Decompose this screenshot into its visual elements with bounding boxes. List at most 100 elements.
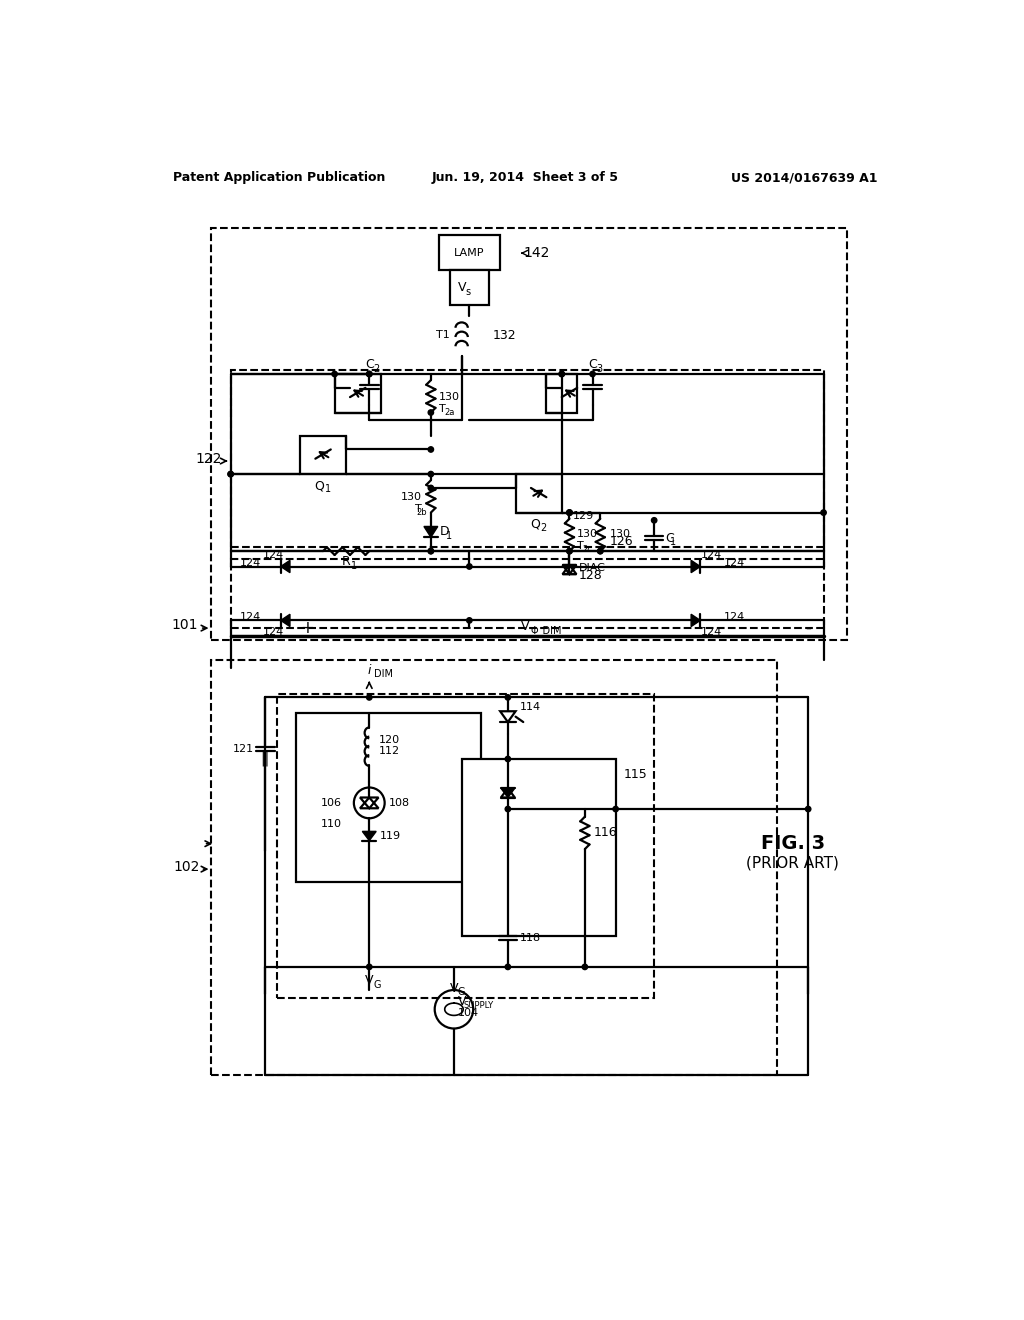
Text: 115: 115 — [624, 768, 647, 781]
Text: 130: 130 — [578, 529, 598, 539]
Text: 142: 142 — [523, 246, 550, 260]
Text: 130: 130 — [438, 392, 460, 403]
Polygon shape — [691, 614, 700, 627]
Circle shape — [583, 964, 588, 970]
Text: +: + — [301, 619, 314, 638]
Bar — [300, 436, 346, 474]
Bar — [230, 370, 823, 548]
Text: i: i — [368, 664, 371, 677]
Text: 124: 124 — [701, 550, 723, 560]
Text: 129: 129 — [573, 511, 595, 521]
Text: Q: Q — [314, 479, 325, 492]
Polygon shape — [281, 561, 290, 573]
Bar — [547, 374, 578, 412]
Text: 2: 2 — [373, 363, 379, 374]
Text: 128: 128 — [579, 569, 602, 582]
Text: 1: 1 — [351, 561, 357, 570]
Circle shape — [428, 409, 433, 416]
Bar — [296, 713, 481, 882]
Text: 124: 124 — [262, 627, 284, 638]
Circle shape — [505, 807, 511, 812]
Text: Jun. 19, 2014  Sheet 3 of 5: Jun. 19, 2014 Sheet 3 of 5 — [431, 172, 618, 185]
Circle shape — [505, 964, 511, 970]
Circle shape — [613, 807, 618, 812]
Circle shape — [598, 548, 603, 554]
Text: FIG. 3: FIG. 3 — [761, 834, 824, 853]
Text: T: T — [415, 504, 422, 513]
Text: 124: 124 — [724, 611, 744, 622]
Text: T: T — [578, 541, 584, 550]
Polygon shape — [691, 561, 700, 573]
Text: Φ_DIM: Φ_DIM — [530, 624, 562, 636]
Circle shape — [505, 694, 511, 700]
Bar — [211, 660, 777, 1074]
Text: 110: 110 — [322, 820, 342, 829]
Bar — [515, 474, 562, 512]
Text: 122: 122 — [195, 451, 221, 466]
Text: 124: 124 — [701, 627, 723, 638]
Text: 114: 114 — [519, 702, 541, 711]
Text: DIAC: DIAC — [579, 564, 605, 573]
Circle shape — [566, 510, 572, 515]
Text: 2a: 2a — [444, 408, 455, 417]
Text: 1: 1 — [325, 484, 331, 495]
Text: DIM: DIM — [374, 669, 393, 680]
Circle shape — [428, 446, 433, 453]
Text: 104: 104 — [458, 1008, 479, 1018]
Circle shape — [505, 756, 511, 762]
Text: T: T — [438, 404, 445, 413]
Text: Patent Application Publication: Patent Application Publication — [173, 172, 385, 185]
Circle shape — [566, 510, 572, 515]
Circle shape — [598, 548, 603, 554]
Bar — [438, 235, 500, 271]
Text: V: V — [365, 974, 374, 987]
Circle shape — [806, 807, 811, 812]
Text: T1: T1 — [436, 330, 451, 341]
Polygon shape — [362, 832, 376, 841]
Text: -: - — [805, 619, 811, 638]
Text: 1: 1 — [445, 531, 452, 541]
Text: s: s — [466, 286, 471, 297]
Text: 124: 124 — [724, 557, 744, 568]
Circle shape — [467, 618, 472, 623]
Text: G: G — [373, 979, 381, 990]
Text: R: R — [342, 556, 350, 569]
Circle shape — [228, 471, 233, 477]
Circle shape — [367, 371, 372, 376]
Text: 101: 101 — [172, 618, 199, 632]
Text: ||: || — [261, 752, 270, 766]
Text: G: G — [458, 987, 465, 998]
Polygon shape — [281, 614, 290, 627]
Circle shape — [428, 548, 433, 554]
Text: 124: 124 — [241, 557, 261, 568]
Text: 120: 120 — [379, 735, 399, 744]
Text: US 2014/0167639 A1: US 2014/0167639 A1 — [731, 172, 878, 185]
Text: 124: 124 — [241, 611, 261, 622]
Circle shape — [566, 548, 572, 554]
Text: 106: 106 — [322, 797, 342, 808]
Circle shape — [566, 548, 572, 554]
Text: C: C — [666, 532, 675, 545]
Text: 124: 124 — [262, 550, 284, 560]
Text: 3: 3 — [596, 363, 602, 374]
Circle shape — [428, 486, 433, 491]
Text: V: V — [520, 620, 529, 634]
Text: D: D — [440, 525, 450, 539]
Circle shape — [467, 564, 472, 569]
Polygon shape — [424, 527, 438, 537]
Text: C: C — [588, 358, 597, 371]
Text: 2: 2 — [541, 523, 547, 533]
Circle shape — [228, 471, 233, 477]
Bar — [335, 374, 381, 412]
Text: (PRIOR ART): (PRIOR ART) — [746, 855, 840, 870]
Text: V: V — [458, 995, 466, 1008]
Bar — [462, 759, 615, 936]
Text: V: V — [450, 982, 458, 995]
Circle shape — [559, 371, 564, 376]
Circle shape — [590, 371, 595, 376]
Text: 119: 119 — [380, 832, 401, 841]
Text: V: V — [458, 281, 466, 294]
Text: 2b: 2b — [417, 508, 427, 517]
Text: 1: 1 — [671, 537, 677, 546]
Circle shape — [821, 510, 826, 515]
